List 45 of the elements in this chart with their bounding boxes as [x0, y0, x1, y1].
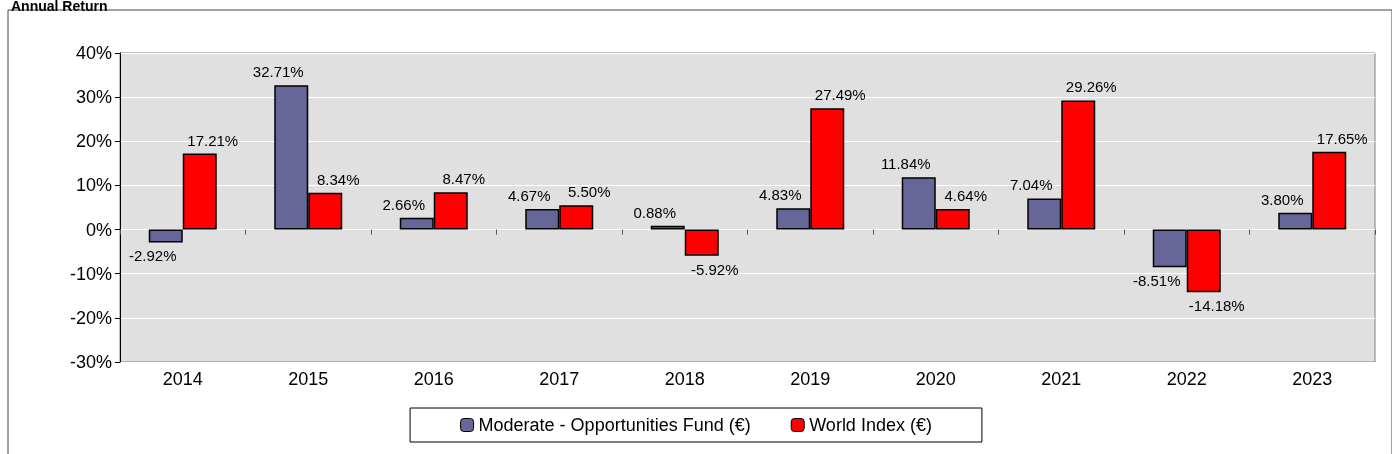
data-label: 0.88%: [633, 203, 677, 221]
bar: [650, 225, 685, 230]
data-label: -14.18%: [1188, 297, 1245, 315]
bar: [684, 229, 719, 256]
y-tick-label: -30%: [69, 352, 112, 372]
y-tick-label: 20%: [75, 131, 112, 152]
x-tick-label: 2018: [664, 369, 705, 389]
x-tick-label: 2019: [790, 369, 831, 389]
data-label: 5.50%: [567, 183, 611, 201]
data-label: 32.71%: [252, 63, 304, 81]
y-tick-label: 30%: [75, 87, 112, 108]
data-label: 8.34%: [316, 170, 360, 188]
data-label: 2.66%: [382, 195, 426, 213]
data-label: 3.80%: [1260, 190, 1304, 208]
x-tick-label: 2014: [162, 369, 203, 389]
data-label: 4.64%: [944, 187, 988, 205]
x-tick-label: 2015: [288, 369, 329, 389]
data-label: 17.21%: [187, 131, 239, 149]
data-label: 4.67%: [507, 186, 551, 204]
data-label: -2.92%: [128, 247, 177, 265]
bar: [182, 153, 217, 230]
x-tick-label: 2017: [539, 369, 580, 389]
chart-title: Annual Return: [11, 0, 108, 14]
y-tick-label: 40%: [75, 43, 112, 63]
data-label: 4.83%: [758, 186, 802, 204]
y-tick-label: 10%: [75, 175, 112, 196]
data-label: -5.92%: [690, 260, 739, 278]
data-label: 8.47%: [442, 170, 486, 188]
data-label: 27.49%: [814, 86, 866, 104]
legend-label: Moderate - Opportunities Fund (€): [478, 415, 751, 435]
data-label: 29.26%: [1065, 78, 1117, 96]
data-label: 17.65%: [1316, 129, 1368, 147]
y-tick-label: 0%: [85, 219, 112, 240]
x-tick-label: 2022: [1166, 369, 1207, 389]
y-tick-label: -20%: [69, 307, 112, 328]
y-tick-label: -10%: [69, 263, 112, 284]
data-label: 11.84%: [880, 155, 931, 173]
bar: [148, 229, 183, 243]
x-tick-label: 2016: [413, 369, 454, 389]
data-label: 7.04%: [1009, 176, 1053, 194]
x-tick-label: 2023: [1292, 369, 1333, 389]
x-tick-label: 2020: [915, 369, 956, 389]
x-tick-label: 2021: [1041, 369, 1082, 389]
data-label: -8.51%: [1132, 272, 1181, 290]
legend-label: World Index (€): [809, 415, 932, 435]
